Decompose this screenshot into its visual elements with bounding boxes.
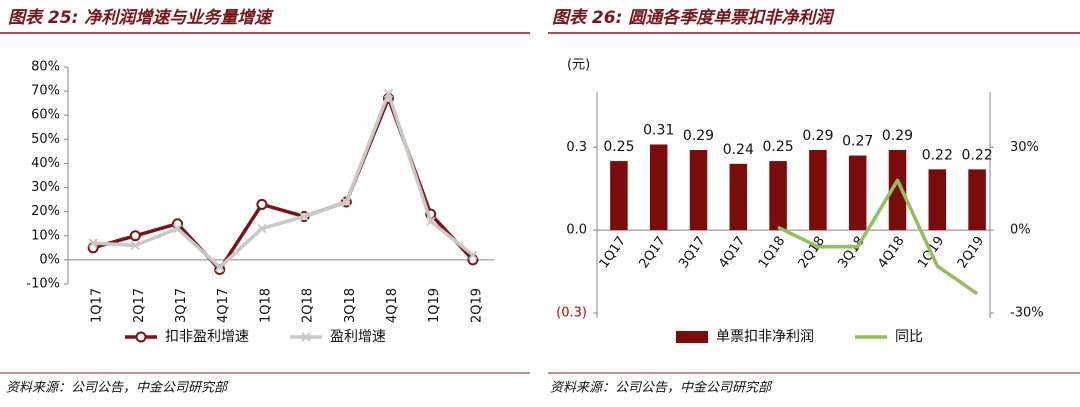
y-axis-label: (元) xyxy=(567,58,590,73)
data-label: 0.25 xyxy=(603,139,634,155)
line xyxy=(777,178,979,296)
data-label: 0.27 xyxy=(842,134,873,150)
y-tick-label: 0% xyxy=(39,252,60,267)
marker xyxy=(257,223,267,234)
data-label: 0.24 xyxy=(723,142,754,158)
legend-label: 盈利增速 xyxy=(330,329,386,345)
marker xyxy=(425,216,436,227)
y2-tick-label: 30% xyxy=(1010,140,1039,155)
bar xyxy=(649,144,668,231)
line xyxy=(92,96,475,272)
y-tick-label: 0.3 xyxy=(566,140,587,155)
marker xyxy=(214,262,225,272)
bar xyxy=(769,161,787,231)
y-tick-label: 20% xyxy=(31,204,60,219)
legend-label: 扣非盈利增速 xyxy=(165,329,249,345)
chart-title: 图表 26: 圆通各季度单票扣非净利润 xyxy=(552,8,835,28)
marker xyxy=(383,88,394,99)
data-label: 0.29 xyxy=(683,128,714,144)
line xyxy=(93,91,474,269)
marker xyxy=(129,230,141,242)
chart-title: 图表 25: 净利润增速与业务量增速 xyxy=(8,8,274,28)
bar xyxy=(888,150,907,231)
marker xyxy=(299,211,309,222)
x-tick-label: 2Q17 xyxy=(636,234,668,271)
legend-swatch xyxy=(676,331,708,343)
marker xyxy=(341,197,352,207)
y-tick-label: 80% xyxy=(31,60,60,75)
marker xyxy=(88,238,98,248)
x-tick-label: 1Q19 xyxy=(427,288,442,323)
x-tick-label: 2Q18 xyxy=(301,288,316,323)
legend-label: 单票扣非净利润 xyxy=(716,329,814,345)
x-tick-label: 3Q17 xyxy=(676,234,708,271)
data-label: 0.25 xyxy=(763,139,794,155)
bar xyxy=(809,150,827,231)
bar xyxy=(610,161,628,231)
source: 资料来源：公司公告，中金公司研究部 xyxy=(550,380,773,396)
bar xyxy=(729,163,748,231)
marker xyxy=(130,240,141,251)
data-label: 0.31 xyxy=(643,122,674,138)
y-tick-label: 40% xyxy=(31,156,60,171)
y-tick-label: 60% xyxy=(31,108,60,123)
x-tick-label: 4Q17 xyxy=(716,234,748,271)
x-tick-label: 4Q18 xyxy=(875,234,907,271)
data-label: 0.22 xyxy=(922,147,953,163)
bar xyxy=(928,169,947,231)
marker xyxy=(467,254,479,266)
legend-marker xyxy=(301,332,311,342)
y-tick-label: 50% xyxy=(31,132,60,147)
y-tick-label: 10% xyxy=(31,228,60,243)
y-tick-label: 70% xyxy=(31,84,60,99)
x-tick-label: 2Q17 xyxy=(132,288,147,323)
data-label: 0.22 xyxy=(962,147,993,163)
marker xyxy=(172,223,183,234)
legend-marker xyxy=(135,331,147,343)
legend-label: 同比 xyxy=(895,329,923,345)
x-tick-label: 1Q17 xyxy=(90,288,105,323)
marker xyxy=(468,250,478,260)
data-label: 0.29 xyxy=(882,128,913,144)
x-tick-label: 3Q17 xyxy=(174,288,189,323)
data-label: 0.29 xyxy=(802,128,833,144)
source: 资料来源：公司公告，中金公司研究部 xyxy=(6,380,229,396)
marker xyxy=(256,198,268,210)
y-tick-label: 0.0 xyxy=(566,223,587,238)
y-tick-label: -10% xyxy=(26,277,60,292)
x-tick-label: 4Q18 xyxy=(385,288,400,323)
x-tick-label: 4Q17 xyxy=(216,288,231,323)
x-tick-label: 1Q18 xyxy=(756,234,788,271)
x-tick-label: 2Q19 xyxy=(955,234,987,271)
x-tick-label: 1Q18 xyxy=(258,288,273,323)
y-tick-label: (0.3) xyxy=(556,306,587,321)
bar xyxy=(968,169,986,231)
y-tick-label: 30% xyxy=(31,180,60,195)
x-tick-label: 2Q19 xyxy=(469,288,484,323)
x-tick-label: 3Q18 xyxy=(343,288,358,323)
y2-tick-label: 0% xyxy=(1010,223,1031,238)
bar xyxy=(848,155,867,231)
y2-tick-label: -30% xyxy=(1010,306,1044,321)
x-tick-label: 1Q17 xyxy=(597,234,629,271)
bar xyxy=(689,150,708,231)
